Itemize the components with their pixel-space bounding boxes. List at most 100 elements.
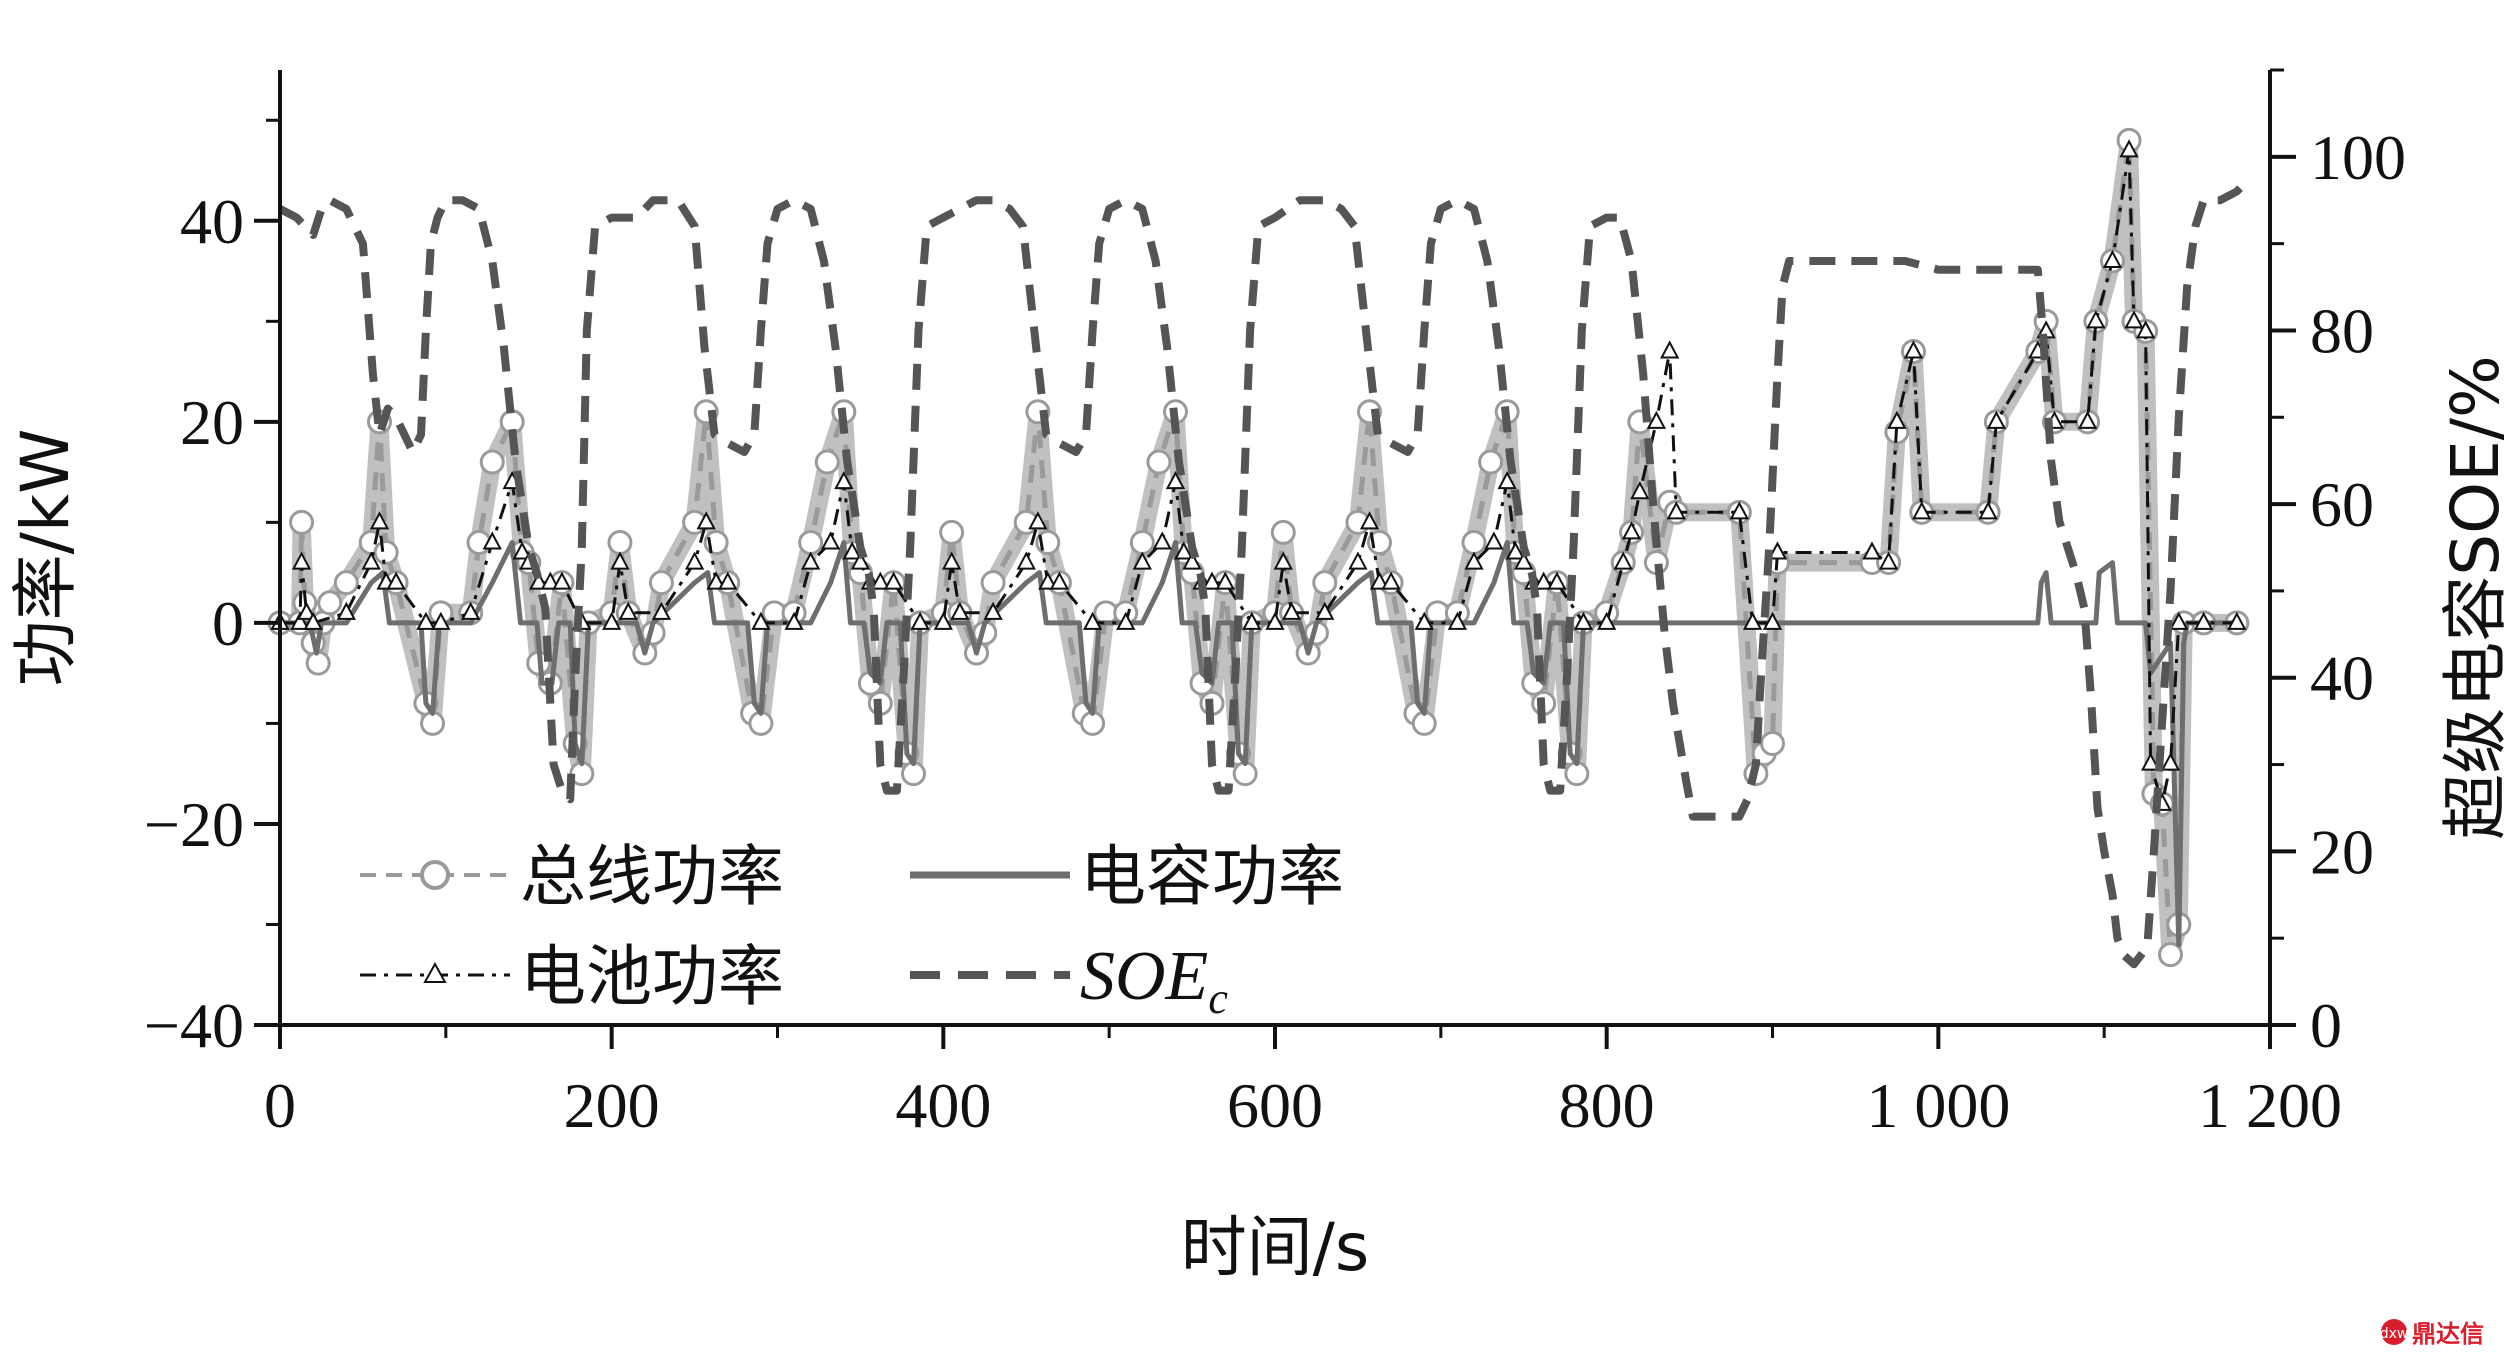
x-axis-title: 时间/s — [1181, 1209, 1370, 1286]
watermark: dxw 鼎达信 — [2380, 1319, 2484, 1348]
battery-power-point — [842, 541, 862, 560]
legend-triangle-icon — [423, 961, 447, 983]
legend-item-电容功率: 电容功率 — [910, 838, 1344, 915]
legend-item-SOE: SOEc — [910, 938, 1228, 1023]
battery-power-point — [801, 551, 821, 570]
battery-power-point — [941, 551, 962, 570]
x-tick-label: 600 — [1227, 1070, 1323, 1141]
battery-power-point — [1762, 611, 1783, 630]
series-SOE — [278, 180, 2248, 969]
battery-power-point — [296, 601, 317, 620]
battery-power-point — [361, 551, 381, 570]
battery-power-point — [1174, 541, 1194, 560]
bus-power-point — [1270, 519, 1296, 545]
battery-power-point — [1202, 571, 1222, 590]
y-right-tick-label: 80 — [2310, 295, 2374, 366]
battery-power-point — [1348, 551, 1368, 570]
bus-power-point — [1129, 529, 1155, 555]
battery-power-point — [1505, 541, 1526, 560]
battery-power-point — [386, 571, 406, 590]
y-left-tick-label: −40 — [144, 990, 244, 1061]
battery-power-point — [883, 571, 904, 590]
battery-power-point — [369, 511, 390, 530]
battery-power-point — [834, 471, 854, 490]
battery-power-point — [1613, 551, 1633, 570]
battery-power-point — [1660, 340, 1680, 359]
battery-power-point — [1281, 601, 1302, 620]
battery-power-point — [540, 571, 560, 590]
x-tick-label: 200 — [564, 1070, 660, 1141]
axes-layer: 0 200 400 600 800 1 000 1 200−40−2002040020406… — [7, 68, 2514, 1286]
y-right-tick-label: 0 — [2310, 990, 2342, 1061]
bus-power-point — [939, 519, 965, 545]
battery-power-point — [431, 611, 451, 630]
battery-power-point — [1165, 471, 1186, 490]
battery-power-point — [512, 541, 532, 560]
battery-power-point — [2227, 611, 2247, 630]
battery-power-point — [1369, 571, 1390, 590]
bus-power-point — [1760, 731, 1785, 757]
battery-power-point — [1152, 531, 1172, 550]
bus-power-point — [980, 570, 1006, 596]
battery-power-point — [610, 551, 630, 570]
battery-power-point — [1464, 551, 1484, 570]
legend-label: 电池功率 — [520, 938, 784, 1015]
x-tick-label: 1 200 — [2198, 1070, 2342, 1141]
battery-power-point — [910, 611, 930, 630]
battery-power-point — [1547, 571, 1567, 590]
battery-power-point — [1016, 551, 1036, 570]
battery-power-point — [1082, 611, 1103, 630]
x-tick-label: 800 — [1559, 1070, 1655, 1141]
battery-power-point — [1621, 521, 1642, 540]
series-line — [278, 180, 2248, 969]
battery-power-point — [1265, 611, 1285, 630]
battery-power-point — [1903, 340, 1924, 359]
battery-power-point — [2140, 752, 2161, 771]
battery-power-point — [1049, 571, 1070, 590]
battery-power-point — [1414, 611, 1434, 630]
battery-power-point — [1381, 571, 1401, 590]
battery-power-point — [1729, 501, 1750, 520]
bus-power-point — [289, 509, 315, 535]
battery-power-point — [2086, 310, 2106, 329]
battery-power-point — [651, 601, 672, 620]
bus-power-point — [333, 570, 359, 596]
battery-power-point — [529, 571, 549, 590]
legend-item-总线功率: 总线功率 — [360, 838, 784, 915]
battery-power-point — [1887, 410, 1907, 429]
battery-power-point — [2194, 611, 2214, 630]
battery-power-point — [2169, 611, 2189, 630]
watermark-text: 鼎达信 — [2412, 1320, 2484, 1348]
battery-power-point — [1767, 541, 1788, 560]
y-right-tick-label: 40 — [2310, 643, 2374, 714]
battery-power-point — [696, 511, 716, 530]
bus-power-point — [1312, 570, 1338, 596]
bus-power-point — [1146, 449, 1172, 475]
battery-power-point — [290, 611, 310, 630]
battery-power-point — [1038, 571, 1058, 590]
legend-label: 电容功率 — [1080, 838, 1344, 915]
y-right-tick-label: 20 — [2310, 816, 2374, 887]
bus-power-point — [479, 449, 505, 475]
battery-power-point — [461, 601, 481, 620]
svg-text:dxw: dxw — [2380, 1326, 2409, 1342]
battery-power-point — [983, 601, 1003, 620]
battery-power-point — [870, 571, 890, 590]
battery-power-point — [1116, 611, 1136, 630]
battery-power-point — [1028, 511, 1048, 530]
battery-power-point — [1978, 501, 1998, 520]
battery-power-point — [1533, 571, 1554, 590]
battery-power-point — [2160, 752, 2181, 771]
series-line — [280, 137, 2237, 958]
battery-power-point — [784, 611, 804, 630]
battery-power-point — [2124, 310, 2144, 329]
battery-power-point — [2077, 410, 2098, 429]
bus-power-point — [305, 650, 331, 676]
battery-power-point — [1742, 611, 1763, 630]
y-left-tick-label: 40 — [180, 186, 244, 257]
battery-power-point — [482, 531, 502, 550]
y-right-tick-label: 100 — [2310, 122, 2406, 193]
y-left-tick-label: 0 — [212, 588, 244, 659]
battery-power-point — [751, 611, 771, 630]
